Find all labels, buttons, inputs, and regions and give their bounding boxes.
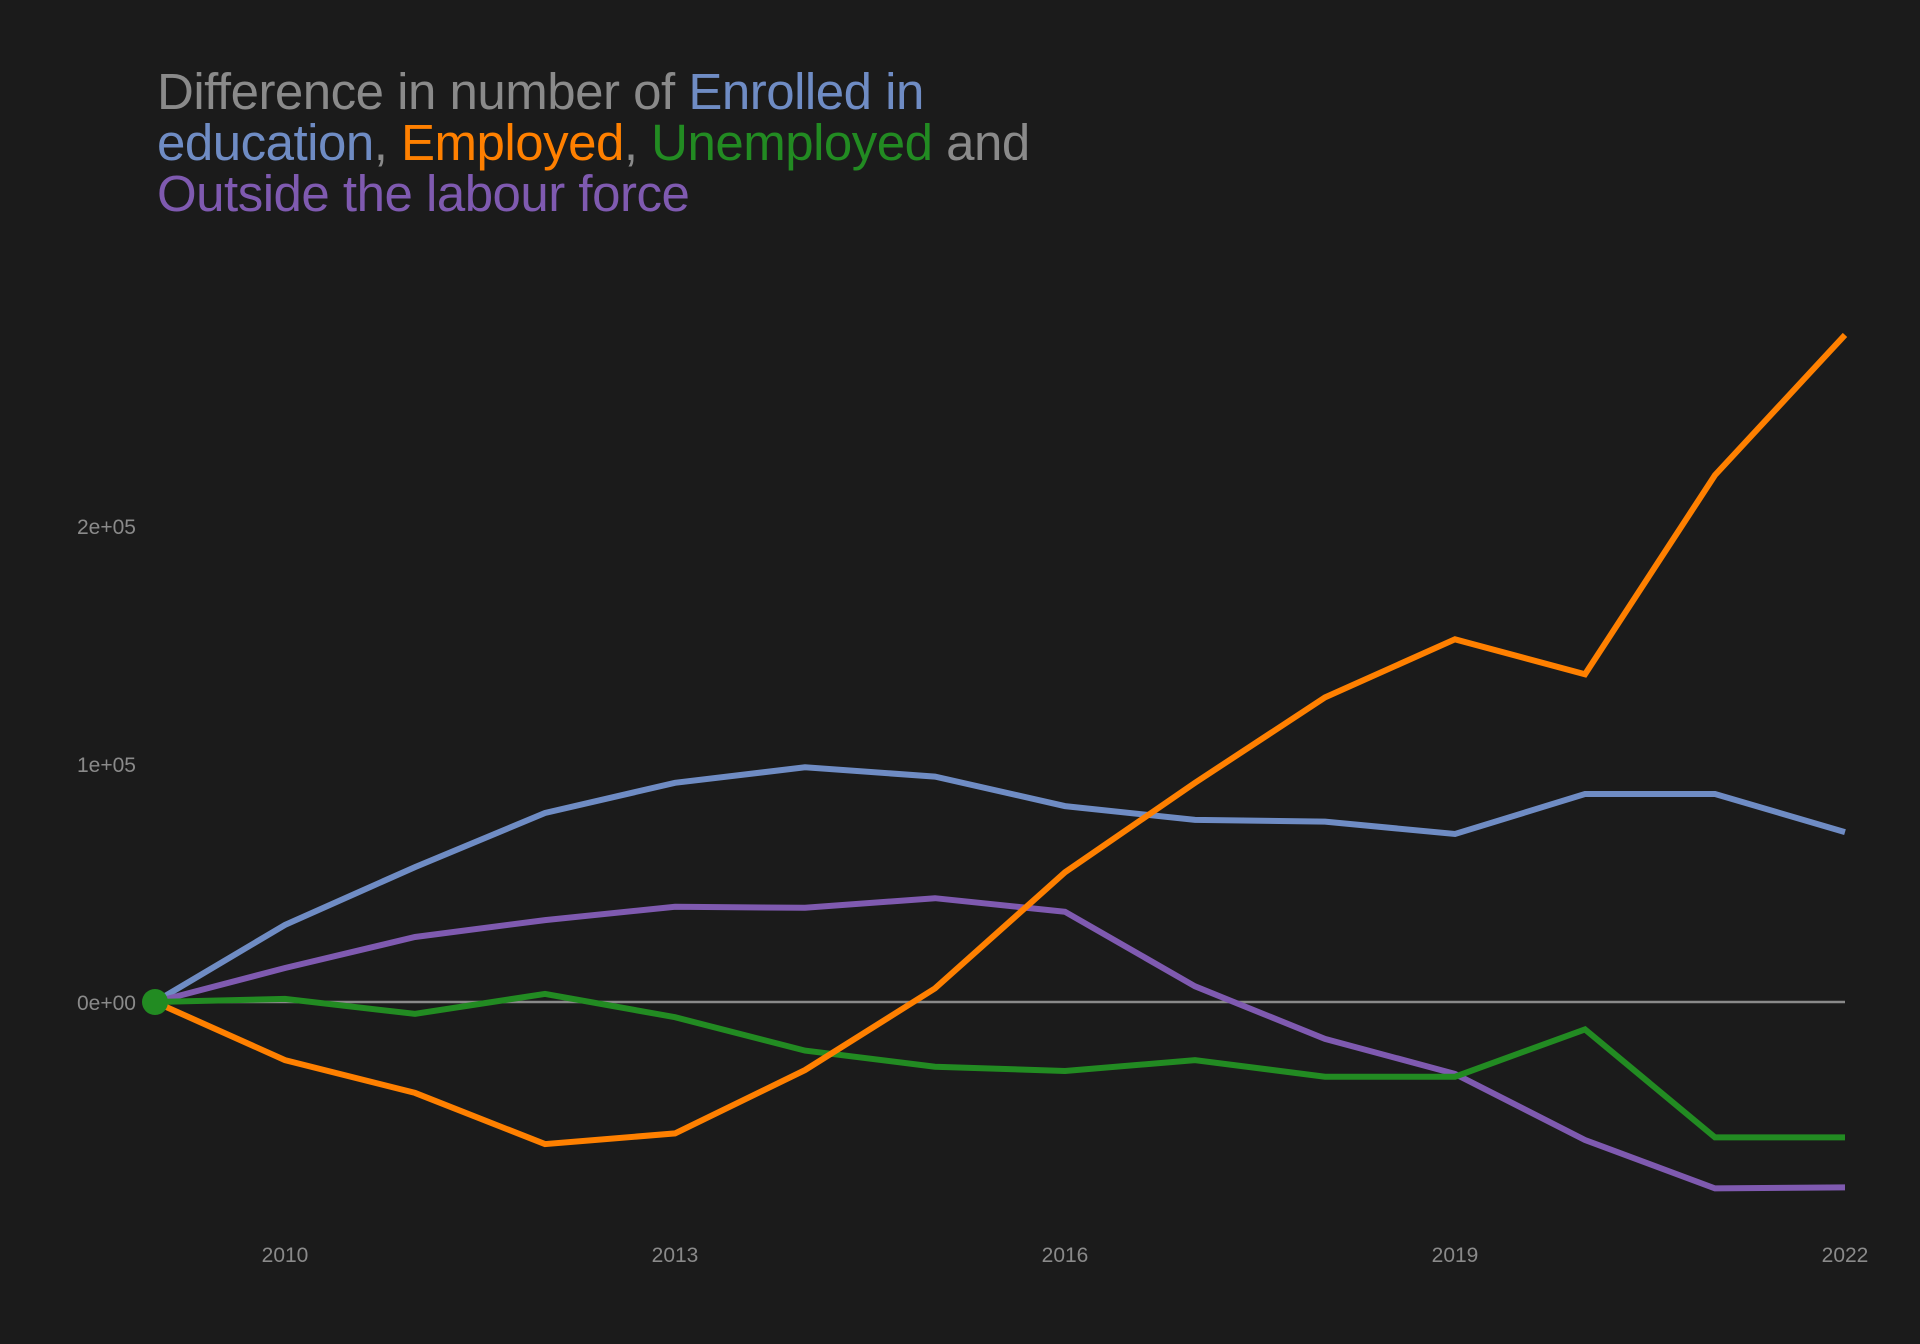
- title-segment: Outside the labour force: [157, 165, 690, 222]
- series-line-enrolled-in-education: [153, 764, 1846, 1005]
- y-tick-label: 1e+05: [77, 754, 136, 777]
- x-tick-label: 2013: [652, 1244, 699, 1267]
- series-line-unemployed: [154, 990, 1845, 1141]
- series-line-employed: [153, 332, 1848, 1148]
- start-marker: [142, 989, 168, 1015]
- x-tick-label: 2010: [262, 1244, 309, 1267]
- x-tick-label: 2022: [1822, 1244, 1869, 1267]
- y-tick-label: 0e+00: [77, 992, 136, 1015]
- series-line-outside-the-labour-force: [154, 895, 1846, 1192]
- y-tick-label: 2e+05: [77, 516, 136, 539]
- title-segment: Enrolled in education: [157, 63, 924, 171]
- x-axis: 2010 2013 2016 2019 2022: [262, 1244, 1869, 1267]
- x-tick-label: 2016: [1042, 1244, 1089, 1267]
- title-segment: and: [932, 114, 1030, 171]
- x-tick-label: 2019: [1432, 1244, 1479, 1267]
- title-segment: ,: [623, 114, 652, 171]
- title-segment: ,: [373, 114, 402, 171]
- title-segment: Difference in number of: [157, 63, 689, 120]
- series-lines: [153, 332, 1848, 1192]
- start-point-marker: [142, 989, 168, 1015]
- y-axis: 0e+00 1e+05 2e+05: [77, 516, 136, 1015]
- chart-title: Difference in number of Enrolled in educ…: [157, 66, 1087, 219]
- title-segment: Employed: [401, 114, 624, 171]
- title-segment: Unemployed: [651, 114, 933, 171]
